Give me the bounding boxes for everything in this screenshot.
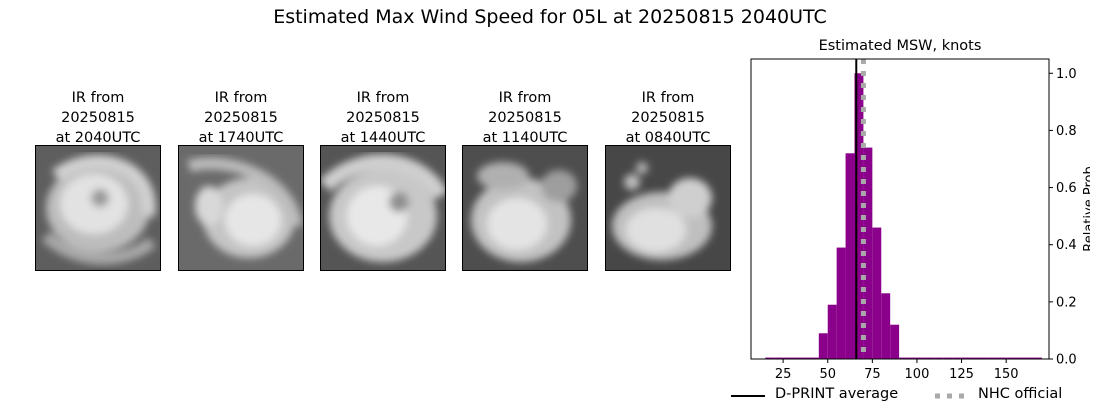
msw-probability-chart: Estimated MSW, knots 25 50 75 100 125 150 0.0… xyxy=(750,38,1090,382)
histogram-bar xyxy=(934,357,944,359)
histogram-bar xyxy=(881,293,891,359)
histogram-bar xyxy=(827,304,837,359)
y-axis-label: Relative Prob xyxy=(1082,166,1090,251)
histogram-bar xyxy=(809,357,819,359)
dotted-line-swatch xyxy=(935,393,968,399)
x-tick-label: 100 xyxy=(905,367,930,382)
ir-caption-time: at 1740UTC xyxy=(198,130,284,146)
histogram-bar xyxy=(899,357,909,359)
y-tick-label: 0.2 xyxy=(1056,295,1077,310)
reference-lines xyxy=(855,59,866,359)
histogram-bar xyxy=(979,357,989,359)
y-tick-label: 1.0 xyxy=(1056,67,1077,82)
figure-title: Estimated Max Wind Speed for 05L at 2025… xyxy=(273,6,827,28)
histogram-bar xyxy=(1024,357,1033,359)
histogram-bar xyxy=(952,357,962,359)
histogram-bar xyxy=(774,357,784,359)
histogram-bar xyxy=(890,324,900,359)
histogram-bar xyxy=(783,357,793,359)
ir-caption-line: IR from xyxy=(356,90,410,106)
histogram-bar xyxy=(818,333,828,359)
ir-satellite-image xyxy=(605,145,731,271)
histogram-bar xyxy=(1006,357,1016,359)
histogram-bar xyxy=(792,357,801,359)
histogram-bar xyxy=(863,147,873,359)
ir-satellite-image xyxy=(462,145,588,271)
ir-caption-time: at 1440UTC xyxy=(340,130,426,146)
solid-line-swatch xyxy=(731,395,765,397)
histogram-bar xyxy=(765,357,775,359)
ir-caption-line: IR from xyxy=(214,90,268,106)
histogram-bar xyxy=(836,247,846,359)
ir-caption-date: 20250815 xyxy=(204,110,278,126)
ir-satellite-image xyxy=(320,145,446,271)
legend-label: NHC official xyxy=(978,386,1063,402)
histogram-bar xyxy=(988,357,998,359)
histogram-bar xyxy=(1015,357,1025,359)
histogram-bar xyxy=(970,357,980,359)
ir-caption-date: 20250815 xyxy=(61,110,135,126)
histogram-bar xyxy=(854,73,864,360)
chart-title: Estimated MSW, knots xyxy=(819,38,982,54)
y-tick-label: 0.6 xyxy=(1056,181,1077,196)
y-tick-label: 0.0 xyxy=(1056,353,1077,368)
histogram-bar xyxy=(908,357,917,359)
ir-satellite-image xyxy=(178,145,304,271)
histogram-bar xyxy=(997,357,1007,359)
ir-caption-line: IR from xyxy=(498,90,552,106)
x-axis: 25 50 75 100 125 150 xyxy=(775,359,1019,382)
histogram-bar xyxy=(845,153,855,359)
ir-satellite-image xyxy=(35,145,161,271)
ir-caption-time: at 0840UTC xyxy=(625,130,711,146)
ir-caption-date: 20250815 xyxy=(346,110,420,126)
x-tick-label: 50 xyxy=(819,367,836,382)
legend-label: D-PRINT average xyxy=(775,386,899,402)
histogram-bar xyxy=(961,357,971,359)
histogram-bar xyxy=(943,357,953,359)
ir-caption: IR from 20250815 at 0840UTC xyxy=(585,88,751,148)
histogram-bar xyxy=(925,357,935,359)
ir-caption: IR from 20250815 at 1440UTC xyxy=(300,88,466,148)
x-tick-label: 125 xyxy=(949,367,974,382)
histogram-bar xyxy=(800,357,810,359)
ir-caption-date: 20250815 xyxy=(631,110,705,126)
ir-caption-line: IR from xyxy=(641,90,695,106)
histogram-bar xyxy=(872,227,882,359)
ir-caption-date: 20250815 xyxy=(488,110,562,126)
ir-caption: IR from 20250815 at 2040UTC xyxy=(15,88,181,148)
x-tick-label: 75 xyxy=(864,367,881,382)
plot-frame xyxy=(750,58,1050,360)
ir-caption-time: at 1140UTC xyxy=(482,130,568,146)
ir-caption: IR from 20250815 at 1740UTC xyxy=(158,88,324,148)
histogram-bars xyxy=(765,73,1042,360)
y-tick-label: 0.4 xyxy=(1056,238,1077,253)
y-tick-label: 0.8 xyxy=(1056,124,1077,139)
x-tick-label: 25 xyxy=(775,367,792,382)
y-axis: 0.0 0.2 0.4 0.6 0.8 1.0 xyxy=(1049,67,1077,368)
histogram-bar xyxy=(1032,357,1042,359)
ir-caption-line: IR from xyxy=(71,90,125,106)
histogram-bar xyxy=(916,357,926,359)
ir-caption-time: at 2040UTC xyxy=(55,130,141,146)
ir-caption: IR from 20250815 at 1140UTC xyxy=(442,88,608,148)
x-tick-label: 150 xyxy=(994,367,1019,382)
